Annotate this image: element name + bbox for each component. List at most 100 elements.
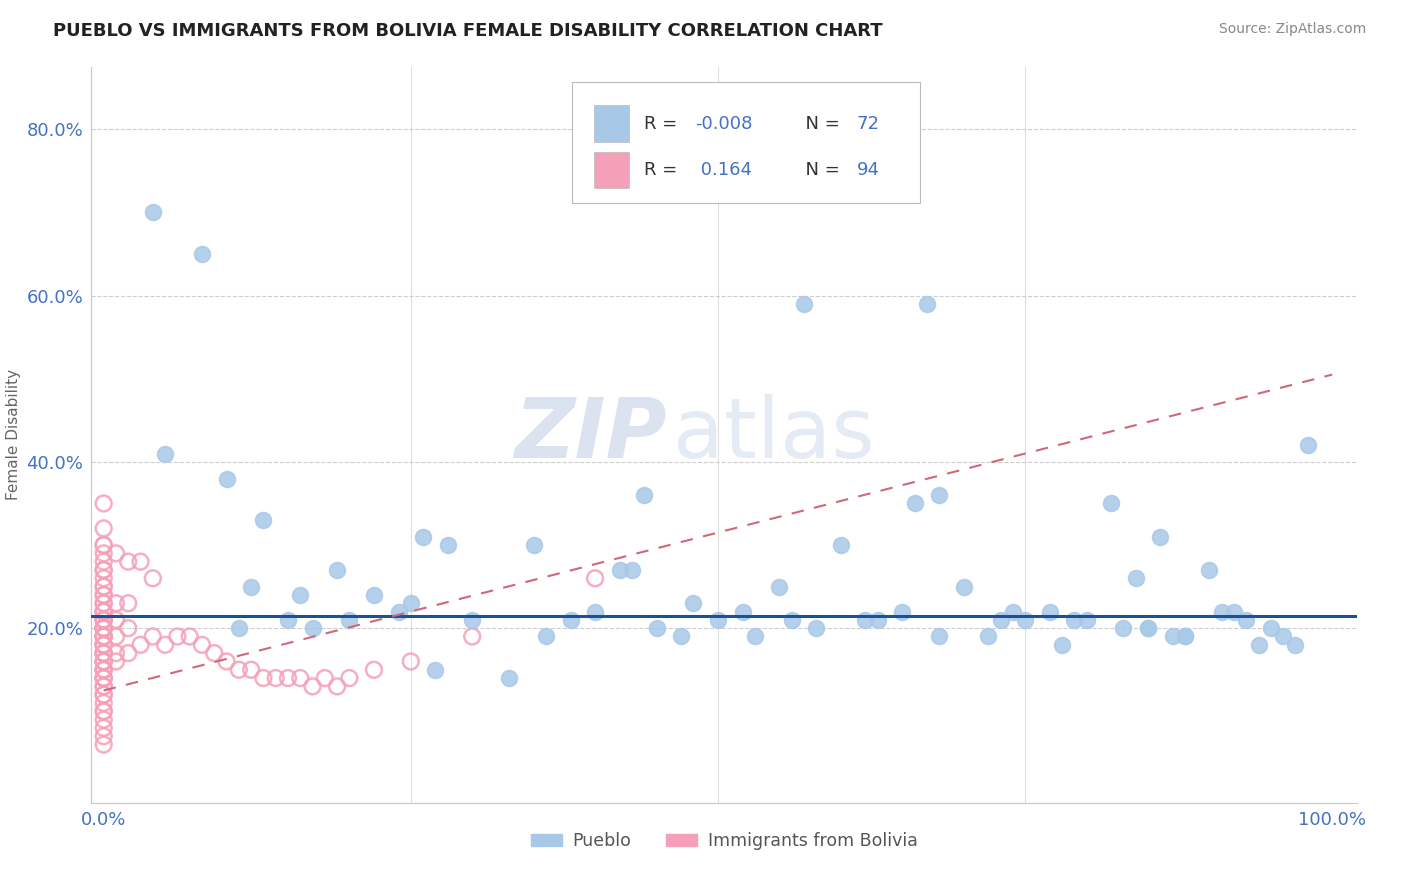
Point bbox=[1284, 638, 1306, 652]
Point bbox=[915, 297, 938, 311]
Point bbox=[952, 580, 974, 594]
Point bbox=[252, 513, 274, 527]
Point bbox=[93, 655, 115, 669]
Point bbox=[620, 563, 643, 577]
Point bbox=[93, 563, 115, 577]
Point bbox=[191, 638, 214, 652]
Point bbox=[93, 546, 115, 560]
Point bbox=[1001, 605, 1024, 619]
Point bbox=[93, 671, 115, 685]
Point bbox=[1174, 630, 1197, 644]
Point bbox=[461, 630, 484, 644]
Point bbox=[387, 605, 409, 619]
Y-axis label: Female Disability: Female Disability bbox=[6, 369, 21, 500]
Point bbox=[93, 605, 115, 619]
Point bbox=[523, 538, 546, 552]
Point bbox=[93, 596, 115, 610]
Point bbox=[93, 679, 115, 693]
Point bbox=[682, 596, 704, 610]
Point bbox=[277, 671, 299, 685]
Point bbox=[1296, 438, 1319, 452]
Point bbox=[104, 630, 127, 644]
Point bbox=[93, 605, 115, 619]
Point bbox=[93, 555, 115, 569]
Point bbox=[93, 580, 115, 594]
Point bbox=[93, 621, 115, 635]
Point bbox=[534, 630, 557, 644]
Point bbox=[93, 638, 115, 652]
Point bbox=[93, 663, 115, 677]
Point bbox=[669, 630, 692, 644]
Point bbox=[399, 655, 422, 669]
Point bbox=[93, 613, 115, 627]
Point bbox=[93, 729, 115, 743]
Point bbox=[93, 605, 115, 619]
Point bbox=[806, 621, 828, 635]
Point bbox=[93, 663, 115, 677]
Text: 94: 94 bbox=[856, 161, 880, 179]
Point bbox=[1247, 638, 1270, 652]
Point bbox=[93, 696, 115, 710]
Text: N =: N = bbox=[793, 114, 845, 133]
Point bbox=[363, 663, 385, 677]
Point bbox=[104, 655, 127, 669]
Point bbox=[93, 671, 115, 685]
Point bbox=[731, 605, 754, 619]
Point bbox=[93, 630, 115, 644]
Point bbox=[142, 571, 165, 585]
Point bbox=[830, 538, 852, 552]
Point bbox=[93, 605, 115, 619]
Point bbox=[129, 555, 152, 569]
Point bbox=[117, 555, 139, 569]
Point bbox=[1211, 605, 1233, 619]
Point bbox=[1063, 613, 1085, 627]
Text: N =: N = bbox=[793, 161, 845, 179]
Point bbox=[93, 721, 115, 735]
Point bbox=[191, 247, 214, 261]
Point bbox=[609, 563, 631, 577]
Point bbox=[1099, 496, 1122, 510]
Point bbox=[1174, 630, 1197, 644]
Point bbox=[240, 580, 263, 594]
Legend: Pueblo, Immigrants from Bolivia: Pueblo, Immigrants from Bolivia bbox=[524, 825, 924, 856]
Point bbox=[104, 546, 127, 560]
Point bbox=[744, 630, 766, 644]
Point bbox=[228, 621, 250, 635]
Point bbox=[1112, 621, 1135, 635]
Text: R =: R = bbox=[644, 161, 683, 179]
Point bbox=[583, 571, 606, 585]
Point bbox=[1272, 630, 1295, 644]
Point bbox=[93, 538, 115, 552]
Point bbox=[93, 671, 115, 685]
Point bbox=[93, 521, 115, 535]
Point bbox=[117, 621, 139, 635]
Text: Source: ZipAtlas.com: Source: ZipAtlas.com bbox=[1219, 22, 1367, 37]
Text: R =: R = bbox=[644, 114, 683, 133]
Point bbox=[928, 630, 950, 644]
Point bbox=[104, 646, 127, 660]
Point bbox=[93, 588, 115, 602]
Bar bbox=[593, 152, 628, 188]
Point bbox=[93, 621, 115, 635]
Point bbox=[93, 630, 115, 644]
Point bbox=[153, 446, 176, 460]
Point bbox=[93, 679, 115, 693]
Point bbox=[891, 605, 914, 619]
FancyBboxPatch shape bbox=[572, 81, 920, 203]
Point bbox=[93, 713, 115, 727]
Point bbox=[290, 588, 312, 602]
Point bbox=[93, 646, 115, 660]
Point bbox=[93, 621, 115, 635]
Point bbox=[1125, 571, 1147, 585]
Point bbox=[1039, 605, 1062, 619]
Point bbox=[1149, 530, 1171, 544]
Point bbox=[93, 496, 115, 510]
Point bbox=[412, 530, 434, 544]
Point bbox=[142, 205, 165, 219]
Point bbox=[1076, 613, 1098, 627]
Point bbox=[277, 613, 299, 627]
Point bbox=[93, 638, 115, 652]
Point bbox=[928, 488, 950, 502]
Point bbox=[399, 596, 422, 610]
Point bbox=[1198, 563, 1220, 577]
